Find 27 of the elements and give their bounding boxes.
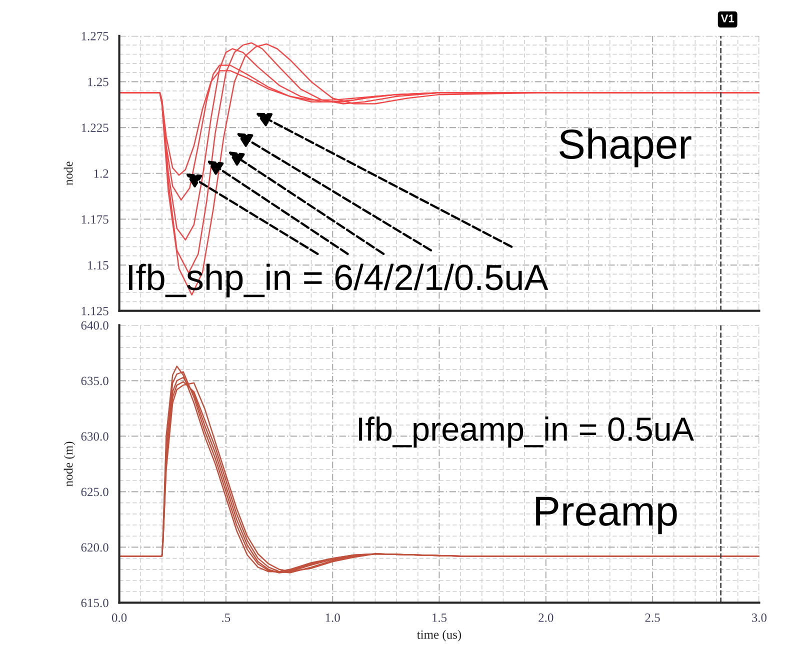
y-tick-label: 1.125 xyxy=(82,306,108,316)
y-axis-title: node (m) xyxy=(64,442,76,486)
x-axis-title: time (us) xyxy=(416,630,462,642)
y-tick-label: 1.275 xyxy=(82,32,108,40)
x-tick-label: .5 xyxy=(222,614,230,622)
x-tick-label: 1.0 xyxy=(326,613,340,622)
annotation: Preamp xyxy=(536,496,677,534)
annotation: Shaper xyxy=(560,128,692,168)
y-tick-label: 625.0 xyxy=(81,488,108,496)
y-tick-label: 1.15 xyxy=(88,261,108,270)
y-tick-label: 640.0 xyxy=(81,321,108,330)
y-axis-title: node xyxy=(64,162,73,186)
ref-line-label: V1 xyxy=(720,14,734,22)
x-tick-label: 3.0 xyxy=(752,613,767,622)
y-tick-label: 620.0 xyxy=(81,543,108,552)
x-tick-label: 2.5 xyxy=(645,614,660,622)
x-tick-label: 0.0 xyxy=(112,613,127,622)
y-tick-label: 1.175 xyxy=(82,215,108,224)
x-tick-label: 1.5 xyxy=(432,614,447,622)
y-tick-label: 635.0 xyxy=(81,376,108,386)
y-tick-label: 615.0 xyxy=(81,598,108,608)
y-tick-label: 1.25 xyxy=(88,78,108,86)
y-tick-label: 1.225 xyxy=(82,124,108,132)
y-tick-label: 630.0 xyxy=(81,432,108,441)
y-tick-label: 1.2 xyxy=(94,169,108,178)
x-tick-label: 2.0 xyxy=(538,613,554,622)
annotation: Ifb_preamp_in = 0.5uA xyxy=(358,416,694,448)
